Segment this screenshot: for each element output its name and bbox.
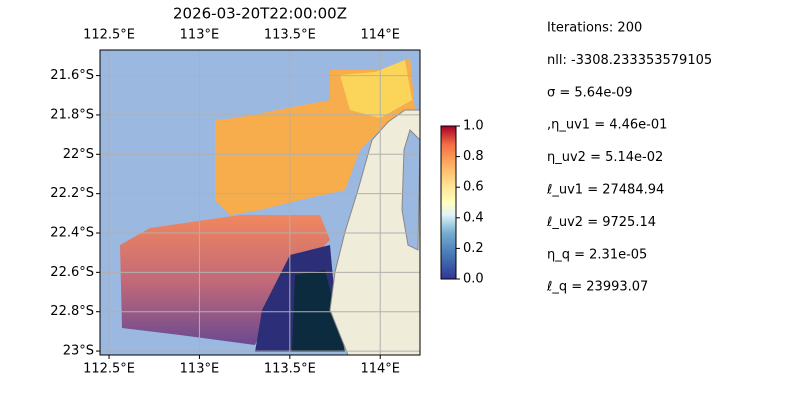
map-title: 2026-03-20T22:00:00Z	[173, 5, 347, 23]
field-peak	[340, 60, 412, 118]
lat-label: 23°S	[63, 344, 94, 359]
colorbar-label: 0.6	[463, 180, 484, 195]
stat-line: ℓ_q = 23993.07	[546, 280, 648, 295]
lat-label: 22.8°S	[50, 304, 94, 319]
stat-line: ,η_uv1 = 4.46e-01	[547, 118, 667, 133]
lon-label: 114°E	[360, 362, 400, 377]
lat-label: 22.2°S	[50, 186, 94, 201]
stat-line: Iterations: 200	[547, 21, 642, 36]
stat-line: ℓ_uv1 = 27484.94	[546, 183, 664, 198]
lon-label: 112.5°E	[83, 362, 135, 377]
lon-label: 113°E	[180, 28, 220, 43]
stat-line: σ = 5.64e-09	[547, 85, 633, 100]
lat-label: 21.8°S	[50, 107, 94, 122]
lon-label: 113.5°E	[264, 362, 316, 377]
lat-label: 22°S	[63, 147, 94, 162]
lon-label: 113.5°E	[264, 28, 316, 43]
bay	[401, 129, 420, 251]
field-mid	[120, 215, 330, 345]
map-frame	[99, 49, 421, 356]
map-area	[100, 50, 420, 355]
lon-label: 112.5°E	[83, 28, 135, 43]
field-min	[292, 270, 345, 352]
colorbar-label: 1.0	[463, 119, 484, 134]
stat-line: η_q = 2.31e-05	[547, 247, 647, 262]
stat-line: ℓ_uv2 = 9725.14	[546, 215, 656, 230]
colorbar-label: 0.2	[463, 241, 484, 256]
colorbar-label: 0.0	[463, 272, 484, 287]
lon-label: 114°E	[360, 28, 400, 43]
colorbar	[440, 125, 457, 280]
stat-line: η_uv2 = 5.14e-02	[547, 150, 663, 165]
lat-label: 22.6°S	[50, 265, 94, 280]
lon-label: 113°E	[180, 362, 220, 377]
stat-line: nll: -3308.233353579105	[547, 53, 712, 68]
colorbar-label: 0.8	[463, 149, 484, 164]
lat-label: 22.4°S	[50, 226, 94, 241]
colorbar-label: 0.4	[463, 210, 484, 225]
lat-label: 21.6°S	[50, 68, 94, 83]
